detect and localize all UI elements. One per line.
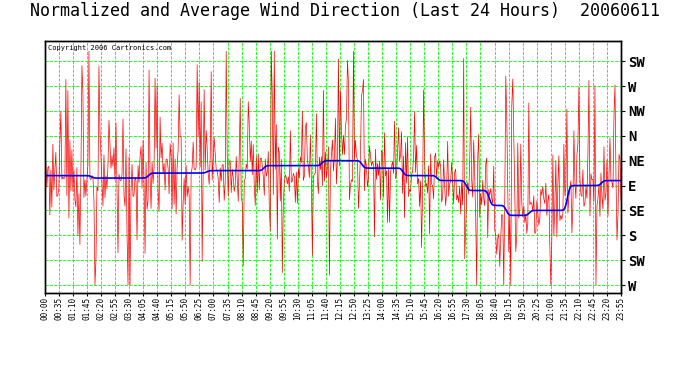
Text: Normalized and Average Wind Direction (Last 24 Hours)  20060611: Normalized and Average Wind Direction (L… <box>30 2 660 20</box>
Text: Copyright 2006 Cartronics.com: Copyright 2006 Cartronics.com <box>48 45 171 51</box>
